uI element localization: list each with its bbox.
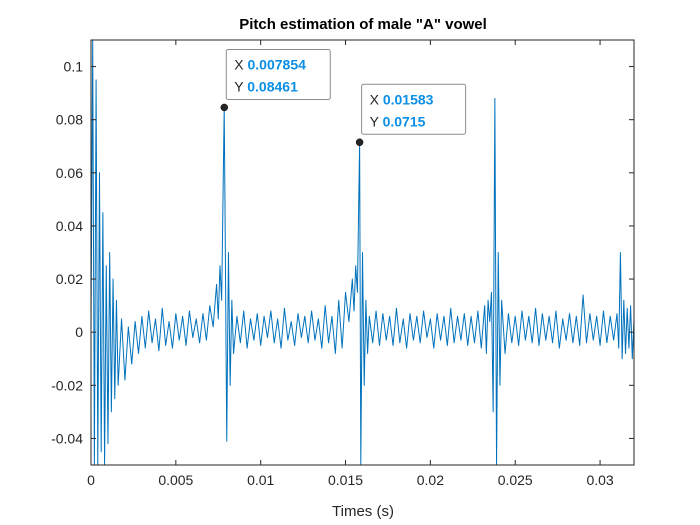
x-tick-label: 0.005 xyxy=(158,472,193,488)
datatip-x-row: X 0.007854 xyxy=(234,56,306,72)
x-tick-label: 0.01 xyxy=(247,472,274,488)
y-tick-label: -0.02 xyxy=(51,377,83,393)
datatip-y-row: Y 0.0715 xyxy=(370,113,426,129)
x-tick-label: 0.02 xyxy=(417,472,444,488)
datatip-marker xyxy=(220,103,229,112)
x-ticks: 0 0.005 0.01 0.015 0.02 0.025 0.03 xyxy=(87,40,614,488)
y-tick-label: 0.06 xyxy=(56,165,83,181)
datatip-x-key: X xyxy=(370,91,383,107)
datatip-y-key: Y xyxy=(234,78,247,94)
x-axis-label: Times (s) xyxy=(332,503,394,520)
datatip-x-key: X xyxy=(234,56,247,72)
datatip-y-key: Y xyxy=(370,113,383,129)
y-tick-label: 0 xyxy=(75,324,83,340)
chart-title: Pitch estimation of male "A" vowel xyxy=(239,16,487,33)
y-tick-label: 0.08 xyxy=(56,112,83,128)
x-tick-label: 0.03 xyxy=(586,472,613,488)
axes-box xyxy=(90,39,635,466)
datatip-x-value: 0.007854 xyxy=(248,56,307,72)
y-tick-label: 0.02 xyxy=(56,271,83,287)
x-tick-label: 0.025 xyxy=(498,472,533,488)
datatip-x-row: X 0.01583 xyxy=(370,91,434,107)
datatip-y-value: 0.0715 xyxy=(383,113,426,129)
y-tick-label: 0.04 xyxy=(56,218,83,234)
x-tick-label: 0.015 xyxy=(328,472,363,488)
y-tick-label: -0.04 xyxy=(51,430,83,446)
datatip-y-row: Y 0.08461 xyxy=(234,78,298,94)
y-tick-label: 0.1 xyxy=(64,59,84,75)
datatip-y-value: 0.08461 xyxy=(247,78,298,94)
datatip-marker xyxy=(355,138,364,147)
datatip-box xyxy=(361,83,467,135)
datatip-x-value: 0.01583 xyxy=(383,91,434,107)
x-tick-label: 0 xyxy=(87,472,95,488)
y-ticks: -0.04 -0.02 0 0.02 0.04 0.06 0.08 0.1 xyxy=(51,59,634,446)
datatip-box xyxy=(225,48,331,100)
